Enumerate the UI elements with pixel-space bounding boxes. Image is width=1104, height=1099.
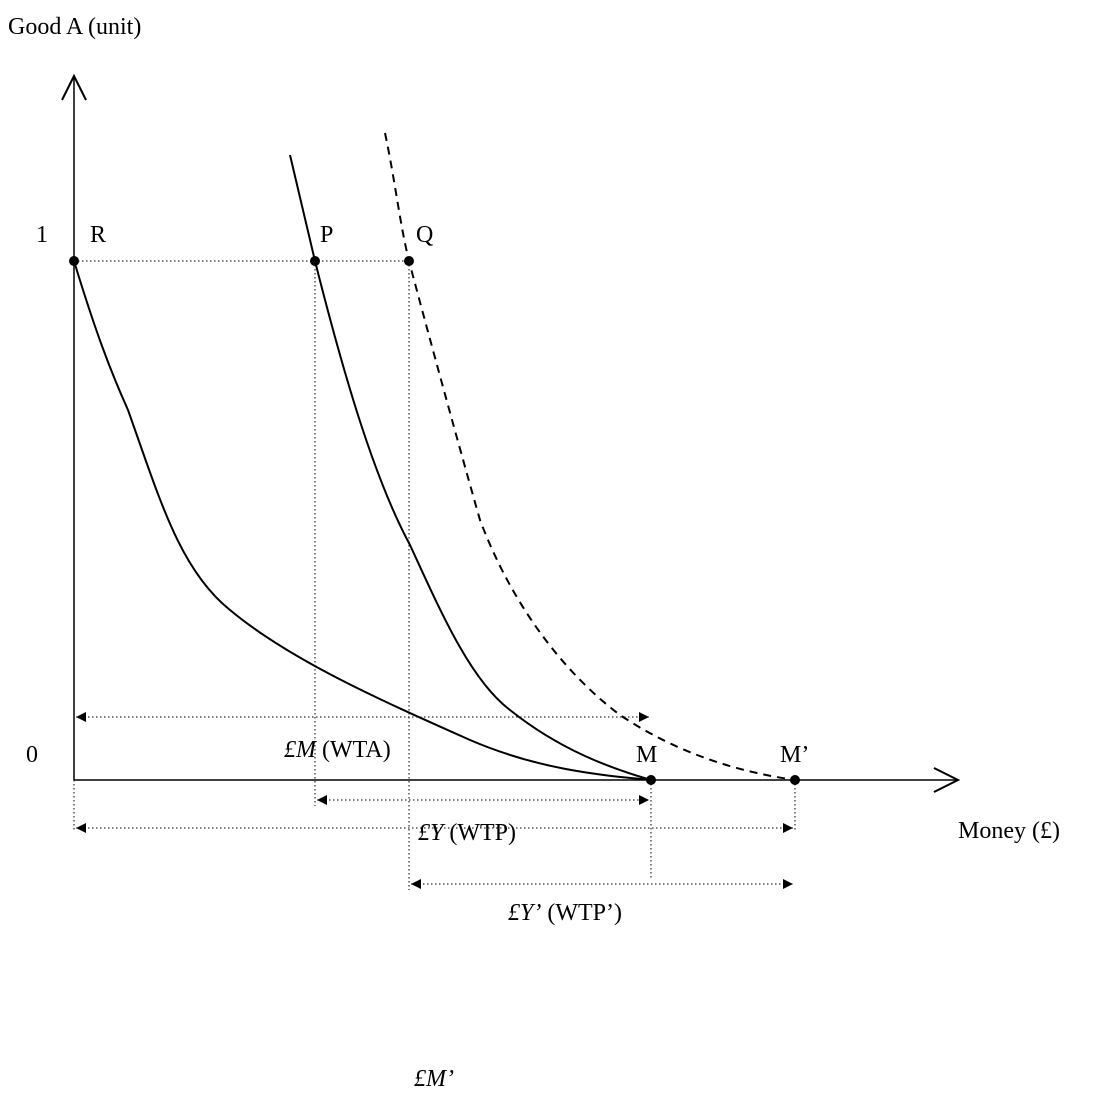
- point: [310, 256, 320, 266]
- point-label: M: [636, 742, 657, 768]
- measure-label: £M’: [414, 1066, 454, 1092]
- point-label: R: [90, 222, 106, 248]
- tick-label: 1: [36, 222, 48, 248]
- measure-label: £Y (WTP): [418, 820, 516, 846]
- point-label: P: [320, 222, 333, 248]
- point-label: Q: [416, 222, 433, 248]
- measure-label: £M (WTA): [284, 737, 391, 763]
- x-axis-label: Money (£): [958, 818, 1060, 844]
- tick-label: 0: [26, 742, 38, 768]
- y-axis-arrow: [61, 73, 87, 101]
- indifference-curve: [73, 260, 652, 781]
- measure-name: (WTA): [322, 737, 391, 763]
- point: [69, 256, 79, 266]
- measure-name: (WTP’): [547, 900, 622, 926]
- measure-name: (WTP): [449, 820, 516, 846]
- x-axis-arrow: [933, 767, 961, 793]
- y-axis-label: Good A (unit): [8, 14, 141, 40]
- measure-symbol: £Y’: [508, 900, 541, 926]
- measure-label: £Y’ (WTP’): [508, 900, 622, 926]
- measure-symbol: £Y: [418, 820, 446, 846]
- measure-symbol: £M: [284, 737, 318, 763]
- point-label: M’: [780, 742, 809, 768]
- point: [790, 775, 800, 785]
- point: [646, 775, 656, 785]
- point: [404, 256, 414, 266]
- indifference-curve-dashed: [384, 132, 796, 781]
- indifference-curve: [289, 154, 652, 781]
